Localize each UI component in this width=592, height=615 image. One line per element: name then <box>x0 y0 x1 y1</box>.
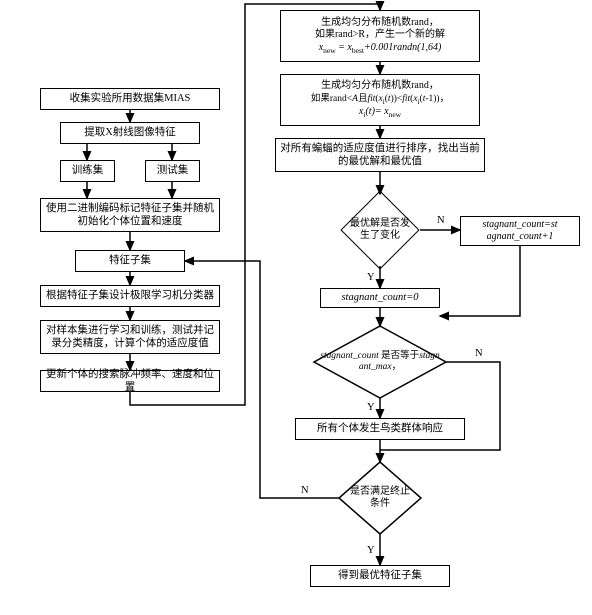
box-train: 训练集 <box>60 160 115 182</box>
text-result: 得到最优特征子集 <box>338 569 422 582</box>
text-test: 测试集 <box>157 164 189 177</box>
box-classifier: 根据特征子集设计极限学习机分类器 <box>40 285 220 307</box>
box-extract: 提取X射线图像特征 <box>60 122 200 144</box>
text-extract: 提取X射线图像特征 <box>84 126 176 139</box>
text-stag-inc: stagnant_count=st agnant_count+1 <box>482 219 557 244</box>
box-result: 得到最优特征子集 <box>310 565 450 587</box>
label-stageq-N: N <box>475 348 483 359</box>
box-gen2: 生成均匀分布随机数rand， 如果rand<A且fit(xi(t))<fit(x… <box>280 74 480 126</box>
diamond-stag-eq: stagnant_count 是否等于stagnant_max， <box>310 322 450 402</box>
text-flock: 所有个体发生鸟类群体响应 <box>317 422 443 435</box>
box-stag-inc: stagnant_count=st agnant_count+1 <box>460 216 580 246</box>
box-test: 测试集 <box>145 160 200 182</box>
diamond-term: 是否满足终止 条件 <box>335 458 425 538</box>
text-update: 更新个体的搜索脉冲频率、速度和位置 <box>45 368 215 394</box>
text-stag-zero: stagnant_count=0 <box>341 291 418 304</box>
label-changed-N: N <box>437 215 445 226</box>
box-gen1: 生成均匀分布随机数rand， 如果rand>R，产生一个新的解 xnew = x… <box>280 10 480 62</box>
text-init: 使用二进制编码标记特征子集并随机初始化个体位置和速度 <box>45 202 215 228</box>
box-flock: 所有个体发生鸟类群体响应 <box>295 418 465 440</box>
text-learn: 对样本集进行学习和训练，测试并记录分类精度，计算个体的适应度值 <box>45 324 215 350</box>
text-gen1: 生成均匀分布随机数rand， 如果rand>R，产生一个新的解 xnew = x… <box>315 17 445 55</box>
box-stag-zero: stagnant_count=0 <box>320 288 440 308</box>
label-term-N: N <box>301 485 309 496</box>
box-update: 更新个体的搜索脉冲频率、速度和位置 <box>40 370 220 392</box>
box-subset: 特征子集 <box>75 250 185 272</box>
box-init: 使用二进制编码标记特征子集并随机初始化个体位置和速度 <box>40 198 220 232</box>
text-train: 训练集 <box>72 164 104 177</box>
diamond-changed: 最优解是否发 生了变化 <box>340 190 420 270</box>
text-subset: 特征子集 <box>109 254 151 267</box>
label-changed-Y: Y <box>367 272 375 283</box>
label-stageq-Y: Y <box>367 402 375 413</box>
text-classifier: 根据特征子集设计极限学习机分类器 <box>46 289 214 302</box>
text-collect: 收集实验所用数据集MIAS <box>70 92 191 105</box>
text-gen2: 生成均匀分布随机数rand， 如果rand<A且fit(xi(t))<fit(x… <box>311 80 449 120</box>
text-sort: 对所有蝙蝠的适应度值进行排序，找出当前的最优解和最优值 <box>280 142 480 168</box>
box-collect: 收集实验所用数据集MIAS <box>40 88 220 110</box>
box-learn: 对样本集进行学习和训练，测试并记录分类精度，计算个体的适应度值 <box>40 320 220 354</box>
label-term-Y: Y <box>367 545 375 556</box>
box-sort: 对所有蝙蝠的适应度值进行排序，找出当前的最优解和最优值 <box>275 138 485 172</box>
